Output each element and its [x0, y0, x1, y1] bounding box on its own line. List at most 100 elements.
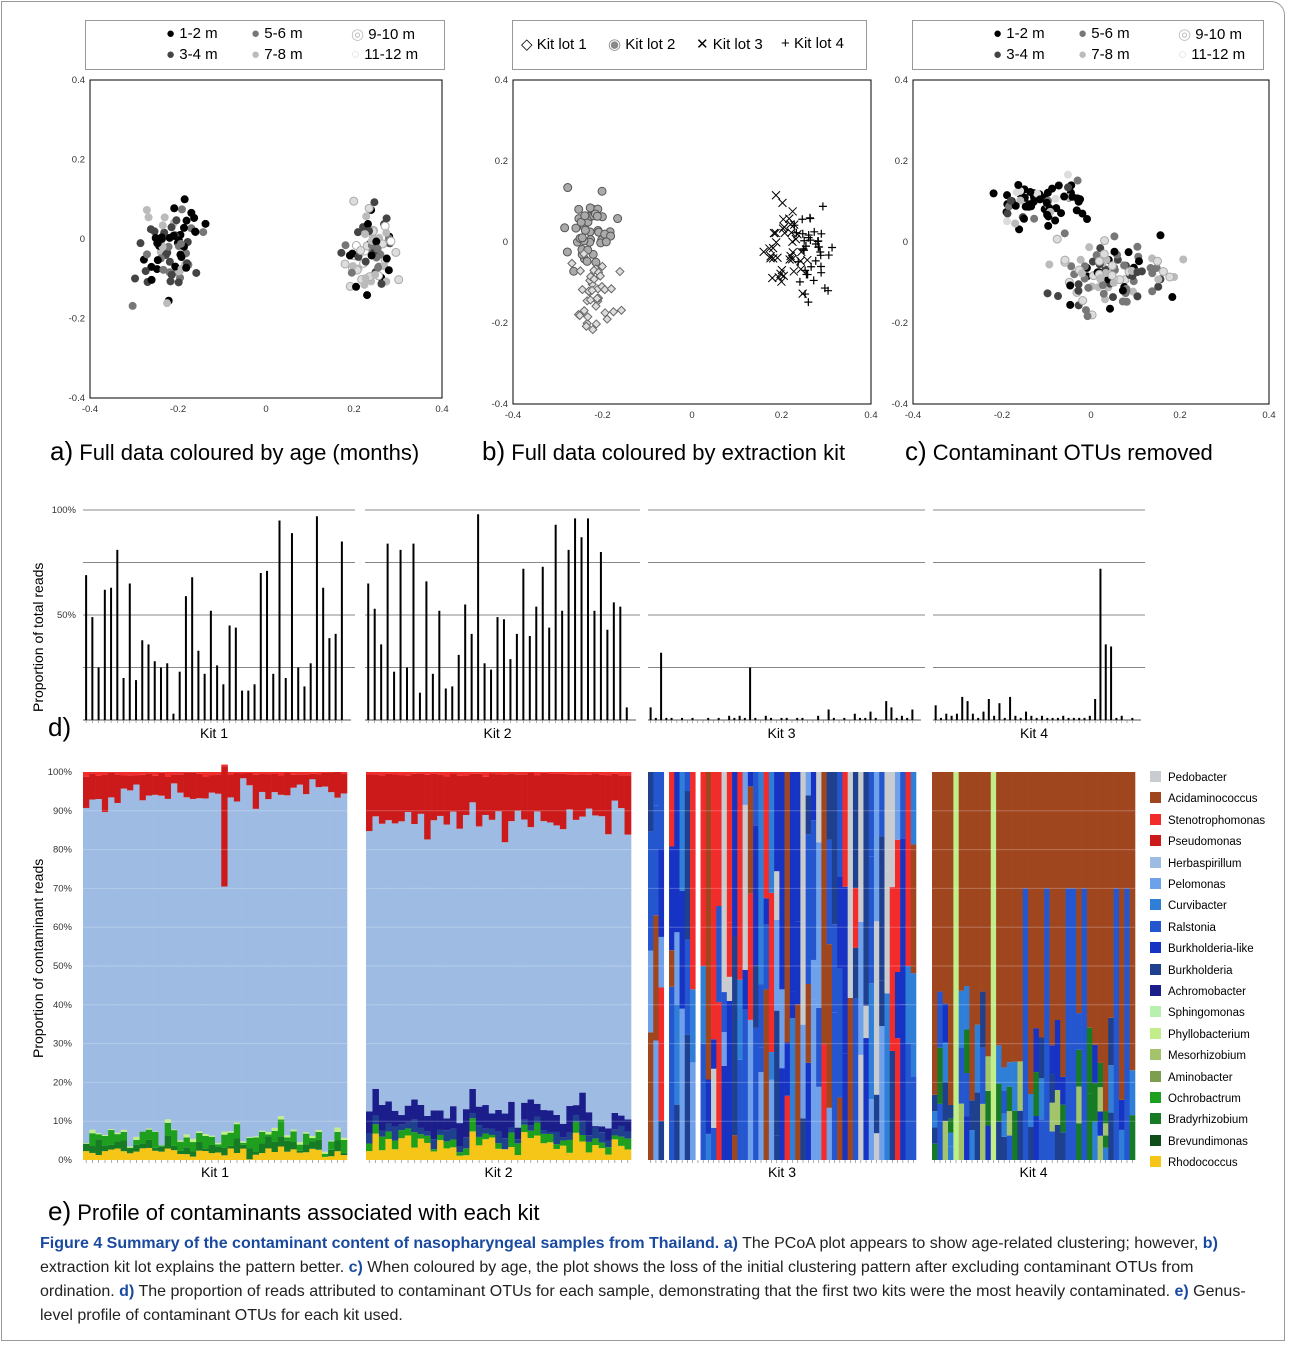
pcoa-point: [180, 195, 189, 204]
pcoa-point: [1083, 312, 1092, 321]
stack-segment: [540, 1133, 548, 1144]
stack-segment: [145, 795, 153, 1129]
stack-segment: [618, 1125, 625, 1137]
stack-segment: [721, 1065, 728, 1160]
stack-segment: [758, 1072, 764, 1160]
stack-segment: [385, 820, 393, 1102]
pcoa-point: [384, 266, 393, 275]
stack-segment: [540, 821, 548, 1111]
stack-segment: [391, 1110, 399, 1127]
stack-segment: [89, 773, 96, 800]
stack-segment: [1118, 772, 1125, 1100]
stack-segment: [900, 772, 906, 839]
pcoa-plot-b: -0.4 -0.2 0 0.2 0.4 0.4 0.2 0 -0.2 -0.4: [492, 75, 878, 421]
stack-segment: [910, 1076, 917, 1160]
pcoa-point: [1083, 215, 1092, 224]
stack-segment: [932, 772, 938, 1095]
stack-segment: [847, 772, 854, 949]
stack-segment: [152, 1131, 159, 1148]
stack-segment: [133, 1144, 140, 1152]
stack-segment: [417, 772, 425, 774]
pcoa-point-kit4: [806, 236, 815, 245]
stack-segment: [89, 772, 96, 774]
stack-segment: [127, 1148, 134, 1154]
stack-segment: [145, 1129, 153, 1140]
stack-segment: [1076, 1013, 1082, 1050]
stack-segment: [559, 772, 567, 774]
stack-segment: [475, 1106, 483, 1126]
pcoa-point-kit3: [771, 228, 780, 238]
genus-name: Aminobacter: [1168, 1071, 1233, 1084]
stack-segment: [252, 772, 260, 775]
kit-label: Kit 3: [767, 725, 795, 738]
stack-segment: [810, 999, 817, 1160]
stack-segment: [372, 816, 380, 1089]
x-tick-label: 0.2: [1173, 410, 1186, 421]
pcoa-point: [1068, 192, 1077, 201]
pcoa-point: [1051, 194, 1060, 203]
stack-segment: [385, 773, 393, 821]
stack-segment: [1092, 1083, 1098, 1122]
stack-segment: [240, 1141, 247, 1143]
stack-segment: [559, 1140, 567, 1146]
stack-segment: [309, 772, 316, 774]
stack-segment: [456, 1152, 464, 1156]
legend-age-c-2: 9-10 m: [1195, 26, 1242, 43]
stack-segment: [774, 1135, 780, 1160]
stack-segment: [404, 1128, 412, 1136]
y-tick-label: 0: [903, 237, 908, 248]
pcoa-point: [1179, 255, 1188, 264]
stack-segment: [417, 813, 425, 1105]
pcoa-point: [361, 257, 370, 266]
stack-segment: [164, 772, 172, 777]
stack-segment: [894, 1038, 901, 1160]
stack-segment: [598, 774, 606, 817]
stack-segment: [284, 1140, 291, 1152]
stack-segment: [618, 775, 625, 809]
figure-caption: Figure 4 Summary of the contaminant cont…: [40, 1235, 1246, 1324]
stack-segment: [705, 1133, 712, 1160]
legend-age-c-1: 5-6 m: [1091, 25, 1130, 42]
stack-segment: [508, 1101, 515, 1128]
stack-segment: [1038, 772, 1045, 1038]
stack-segment: [611, 773, 619, 801]
stack-segment: [177, 1140, 184, 1142]
stack-segment: [385, 1138, 393, 1160]
stack-segment: [404, 1122, 412, 1129]
pcoa-point: [1052, 234, 1062, 244]
stack-segment: [271, 1141, 279, 1153]
stack-segment: [1028, 1126, 1034, 1160]
stack-segment: [372, 1124, 380, 1134]
stack-segment: [1044, 888, 1050, 1160]
y-tick-label: 0.2: [495, 156, 508, 167]
stack-segment: [321, 1151, 329, 1154]
stack-segment: [1102, 1135, 1109, 1148]
pcoa-point: [1088, 257, 1097, 266]
stack-segment: [837, 876, 843, 969]
stack-segment: [158, 795, 166, 1146]
stack-segment: [711, 1127, 717, 1160]
stack-segment: [611, 772, 619, 774]
stack-segment: [932, 1143, 938, 1160]
stack-segment: [101, 1135, 109, 1136]
stack-segment: [821, 1082, 827, 1160]
pcoa-point: [1019, 214, 1028, 223]
stack-segment: [240, 778, 247, 1142]
stack-segment: [1076, 772, 1082, 1014]
stack-segment: [290, 774, 298, 788]
stack-segment: [303, 1152, 310, 1160]
stack-segment: [1060, 772, 1066, 1077]
stack-segment: [700, 966, 707, 1044]
stack-segment: [177, 1150, 184, 1154]
pcoa-point: [1066, 300, 1075, 309]
stack-segment: [980, 1103, 986, 1160]
stack-segment: [611, 1129, 619, 1136]
pcoa-point: [1076, 255, 1085, 264]
stack-segment: [271, 774, 279, 793]
pcoa-point-kit4: [790, 221, 799, 230]
stack-segment: [816, 842, 822, 1008]
stack-segment: [378, 1150, 386, 1160]
stack-segment: [139, 1148, 147, 1160]
stack-segment: [277, 772, 285, 776]
stack-segment: [958, 1103, 965, 1160]
